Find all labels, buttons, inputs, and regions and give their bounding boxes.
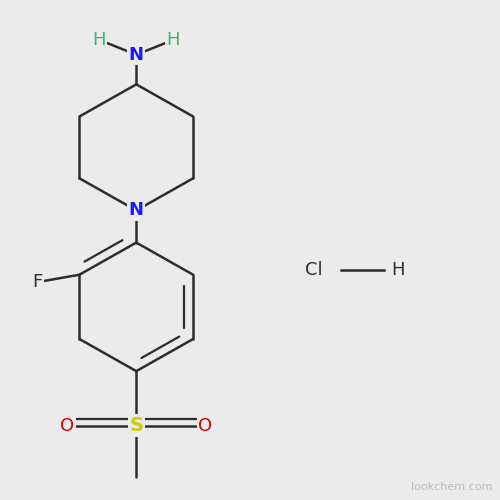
Text: O: O bbox=[198, 416, 212, 434]
Text: N: N bbox=[129, 46, 144, 64]
Text: lookchem.com: lookchem.com bbox=[411, 482, 492, 492]
Text: H: H bbox=[166, 31, 180, 49]
Text: H: H bbox=[392, 261, 405, 279]
Text: S: S bbox=[130, 416, 143, 435]
Text: F: F bbox=[32, 273, 42, 291]
Text: O: O bbox=[60, 416, 74, 434]
Text: N: N bbox=[129, 202, 144, 220]
Text: H: H bbox=[92, 31, 106, 49]
Text: Cl: Cl bbox=[306, 261, 323, 279]
